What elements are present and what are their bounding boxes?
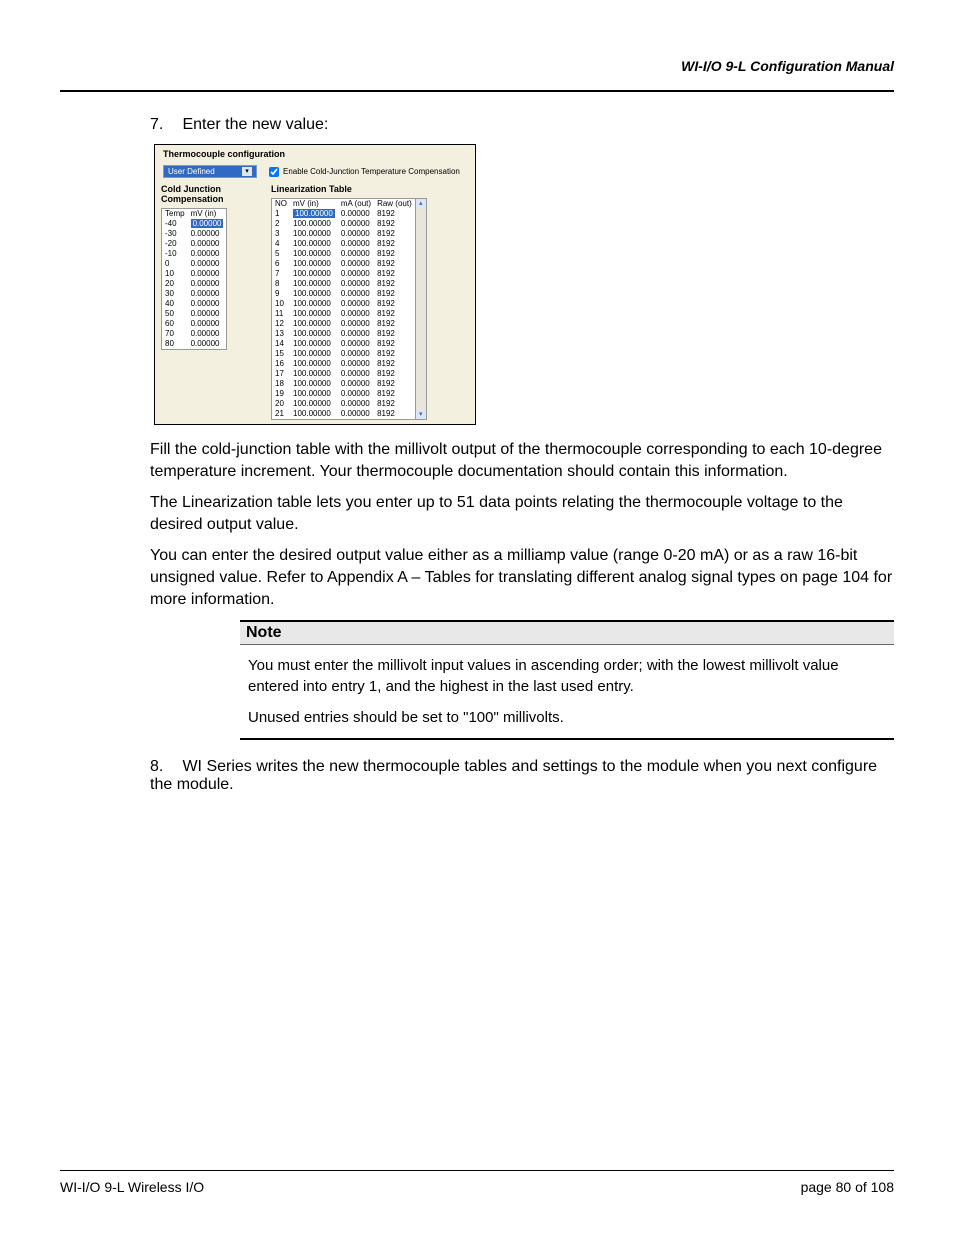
table-row[interactable]: -300.00000: [162, 229, 226, 239]
scroll-down-icon[interactable]: ▾: [416, 410, 426, 419]
cj-table: TempmV (in)-400.00000-300.00000-200.0000…: [161, 208, 227, 350]
table-row[interactable]: 8100.000000.000008192: [272, 279, 415, 289]
note-body-1: You must enter the millivolt input value…: [248, 655, 886, 697]
table-row[interactable]: 11100.000000.000008192: [272, 309, 415, 319]
note-body-2: Unused entries should be set to "100" mi…: [248, 707, 886, 728]
table-row[interactable]: 6100.000000.000008192: [272, 259, 415, 269]
table-row[interactable]: 600.00000: [162, 319, 226, 329]
header-title: WI-I/O 9-L Configuration Manual: [681, 58, 894, 74]
table-row[interactable]: 16100.000000.000008192: [272, 359, 415, 369]
table-row[interactable]: 20100.000000.000008192: [272, 399, 415, 409]
chevron-down-icon: ▾: [242, 167, 252, 176]
table-row[interactable]: 7100.000000.000008192: [272, 269, 415, 279]
table-row[interactable]: -200.00000: [162, 239, 226, 249]
cj-header: Temp: [162, 209, 188, 219]
paragraph-2: The Linearization table lets you enter u…: [150, 492, 894, 535]
table-row[interactable]: 1100.000000.000008192: [272, 209, 415, 219]
step-8: 8. WI Series writes the new thermocouple…: [150, 758, 894, 794]
paragraph-1: Fill the cold-junction table with the mi…: [150, 439, 894, 482]
table-row[interactable]: 4100.000000.000008192: [272, 239, 415, 249]
step-7: 7. Enter the new value:: [150, 116, 894, 134]
checkbox-label: Enable Cold-Junction Temperature Compens…: [283, 167, 460, 176]
table-row[interactable]: 00.00000: [162, 259, 226, 269]
step-7-text: Enter the new value:: [182, 116, 328, 133]
table-row[interactable]: -100.00000: [162, 249, 226, 259]
table-row[interactable]: 17100.000000.000008192: [272, 369, 415, 379]
table-row[interactable]: 5100.000000.000008192: [272, 249, 415, 259]
step-7-num: 7.: [150, 116, 178, 134]
table-row[interactable]: 10100.000000.000008192: [272, 299, 415, 309]
table-row[interactable]: 15100.000000.000008192: [272, 349, 415, 359]
table-row[interactable]: 800.00000: [162, 339, 226, 349]
thermocouple-config-panel: Thermocouple configuration User Defined …: [154, 144, 476, 425]
page-header: WI-I/O 9-L Configuration Manual: [60, 58, 894, 92]
checkbox-input[interactable]: [269, 167, 279, 177]
step-8-num: 8.: [150, 758, 178, 776]
note-title: Note: [240, 620, 894, 645]
table-row[interactable]: 19100.000000.000008192: [272, 389, 415, 399]
table-row[interactable]: 3100.000000.000008192: [272, 229, 415, 239]
footer-left: WI-I/O 9-L Wireless I/O: [60, 1179, 204, 1195]
cj-title: Cold Junction Compensation: [161, 184, 261, 204]
scroll-up-icon[interactable]: ▴: [416, 199, 426, 208]
table-row[interactable]: 400.00000: [162, 299, 226, 309]
table-row[interactable]: 12100.000000.000008192: [272, 319, 415, 329]
panel-title: Thermocouple configuration: [155, 145, 475, 165]
lin-header: mV (in): [290, 199, 338, 209]
scrollbar[interactable]: ▴ ▾: [416, 198, 427, 420]
linearization-table: NOmV (in)mA (out)Raw (out)1100.000000.00…: [271, 198, 416, 420]
table-row[interactable]: 13100.000000.000008192: [272, 329, 415, 339]
table-row[interactable]: 100.00000: [162, 269, 226, 279]
table-row[interactable]: 2100.000000.000008192: [272, 219, 415, 229]
page-footer: WI-I/O 9-L Wireless I/O page 80 of 108: [60, 1170, 894, 1195]
step-8-text: WI Series writes the new thermocouple ta…: [150, 758, 877, 793]
paragraph-3: You can enter the desired output value e…: [150, 545, 894, 610]
table-row[interactable]: 200.00000: [162, 279, 226, 289]
cold-junction-checkbox[interactable]: Enable Cold-Junction Temperature Compens…: [269, 167, 460, 177]
table-row[interactable]: 500.00000: [162, 309, 226, 319]
table-row[interactable]: 21100.000000.000008192: [272, 409, 415, 419]
table-row[interactable]: -400.00000: [162, 219, 226, 229]
table-row[interactable]: 700.00000: [162, 329, 226, 339]
table-row[interactable]: 9100.000000.000008192: [272, 289, 415, 299]
cj-header: mV (in): [188, 209, 227, 219]
lin-header: mA (out): [338, 199, 374, 209]
dropdown-label: User Defined: [168, 167, 215, 176]
table-row[interactable]: 14100.000000.000008192: [272, 339, 415, 349]
note-box: Note You must enter the millivolt input …: [240, 620, 894, 740]
thermocouple-type-dropdown[interactable]: User Defined ▾: [163, 165, 257, 178]
table-row[interactable]: 300.00000: [162, 289, 226, 299]
footer-right: page 80 of 108: [801, 1179, 894, 1195]
lin-header: Raw (out): [374, 199, 415, 209]
lin-title: Linearization Table: [271, 184, 469, 194]
lin-header: NO: [272, 199, 290, 209]
table-row[interactable]: 18100.000000.000008192: [272, 379, 415, 389]
